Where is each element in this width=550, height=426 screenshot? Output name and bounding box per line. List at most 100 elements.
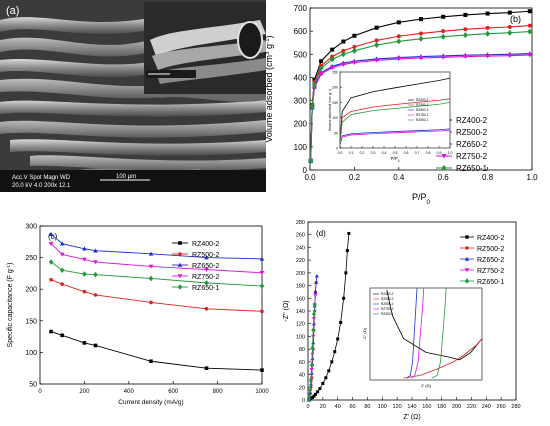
data-point-c [82, 341, 87, 345]
y-tick-label-d: 260 [296, 233, 305, 239]
data-point-c [149, 300, 153, 305]
data-point-d [318, 387, 322, 391]
data-point-b [527, 52, 533, 58]
plot-frame-c [39, 225, 263, 385]
x-tick-label-d: 100 [378, 404, 387, 410]
legend-marker-c [177, 262, 183, 267]
data-point-c [93, 293, 98, 297]
data-point-b [527, 23, 532, 28]
x-tick-label-d: 160 [422, 404, 431, 410]
data-point-b [527, 9, 532, 14]
y-tick-label-c: 100 [25, 350, 37, 357]
x-tick-label-d: 0 [306, 404, 309, 410]
data-point-c [259, 270, 265, 276]
data-point-c [82, 271, 87, 277]
data-point-b [485, 54, 491, 59]
x-tick-label-b: 0.8 [482, 173, 494, 182]
data-point-d [310, 345, 315, 351]
inset-x-tick-label-b: 0.3 [371, 151, 376, 155]
legend-label-c: RZ500-2 [192, 252, 219, 259]
data-point-b [374, 42, 380, 49]
inset-legend-label-b: RZ400-2 [416, 98, 429, 102]
y-tick-label-b: 200 [294, 120, 308, 129]
data-point-c [59, 252, 65, 257]
series-c-RZ650-2 [48, 231, 265, 261]
inset-x-tick-label-b: 0.4 [382, 151, 387, 155]
legend-label-b: RZ750-2 [456, 152, 488, 161]
legend-label-b: RZ500-2 [456, 128, 488, 137]
inset-legend-label-b: RZ650-2 [416, 108, 429, 112]
data-point-d [311, 327, 316, 333]
y-axis-label-b: Volume adsorbed (cm3 g-1) [264, 35, 275, 142]
data-point-b [441, 29, 446, 34]
inset-y-tick-label-b: 50 [334, 131, 338, 135]
y-tick-label-b: 0 [303, 166, 308, 175]
legend-marker-b [441, 154, 447, 159]
panel-label-b: (b) [510, 14, 521, 24]
data-point-c [204, 306, 209, 311]
panel-label-c: (c) [48, 232, 58, 241]
data-point-c [59, 241, 65, 246]
data-point-c [82, 246, 87, 251]
x-tick-label-d: 240 [482, 404, 491, 410]
x-tick-label-b: 0.0 [304, 173, 316, 182]
inset-x-tick-label-b: 0.6 [404, 151, 409, 155]
legend-label-b: RZ650-1 [456, 164, 488, 173]
y-tick-label-d: 280 [296, 220, 305, 226]
x-tick-label-b: 0.2 [349, 173, 361, 182]
y-tick-label-c: 300 [25, 224, 37, 231]
legend-marker-d [464, 268, 470, 273]
data-point-b [419, 31, 423, 36]
inset-series-line-d [431, 287, 447, 379]
legend-marker-d [464, 256, 470, 261]
x-tick-label-b: 1.0 [526, 173, 538, 182]
data-point-d [342, 296, 346, 300]
x-tick-label-c: 1000 [255, 389, 269, 395]
data-point-c [82, 257, 87, 262]
data-point-b [418, 35, 424, 42]
inset-x-tick-label-b: 0.9 [437, 151, 442, 155]
y-tick-label-d: 40 [299, 373, 305, 379]
legend-label-d: RZ750-2 [477, 268, 504, 275]
data-point-b [341, 39, 346, 44]
y-tick-label-c: 150 [25, 318, 37, 325]
data-point-d [311, 311, 316, 317]
sem-inset [144, 2, 266, 94]
data-point-c [204, 255, 209, 260]
y-tick-label-b: 400 [294, 73, 308, 82]
inset-legend-label-d: RZ650-2 [381, 302, 394, 306]
series-c-RZ500-2 [49, 277, 264, 314]
inset-legend-label-d: RZ400-2 [381, 292, 394, 296]
data-point-d [333, 350, 337, 354]
data-point-b [312, 77, 317, 82]
data-point-c [149, 359, 153, 364]
x-tick-label-d: 80 [364, 404, 370, 410]
y-tick-label-c: 50 [29, 382, 37, 389]
legend-label-b: RZ400-2 [456, 116, 488, 125]
data-point-c [59, 267, 65, 274]
y-tick-label-d: 120 [296, 322, 305, 328]
inset-series-line-d [386, 289, 483, 361]
legend-label-d: RZ400-2 [477, 235, 504, 242]
data-point-b [396, 38, 402, 45]
y-tick-label-d: 160 [296, 296, 305, 302]
data-point-c [49, 329, 53, 334]
series-b-RZ400-2 [308, 9, 532, 163]
legend-marker-c [177, 284, 183, 290]
legend-c: RZ400-2 RZ500-2 RZ650-2 RZ750-2 RZ650-1 [172, 241, 219, 292]
legend-marker-c [177, 274, 183, 279]
data-point-c [204, 280, 209, 286]
inset-y-tick-label-b: 250 [332, 71, 338, 75]
chart-c: 0 200 400 600 800 1000 50 100 150 200 250 300 Curren… [6, 224, 270, 407]
data-point-d [345, 249, 349, 253]
data-point-d [306, 397, 311, 403]
data-point-d [313, 293, 318, 298]
data-point-c [259, 256, 265, 261]
x-axis-label-d: Z' (Ω) [403, 414, 420, 421]
data-point-b [374, 38, 379, 43]
y-tick-label-b: 700 [294, 4, 308, 13]
data-point-b [485, 30, 491, 37]
data-point-d [313, 392, 317, 396]
